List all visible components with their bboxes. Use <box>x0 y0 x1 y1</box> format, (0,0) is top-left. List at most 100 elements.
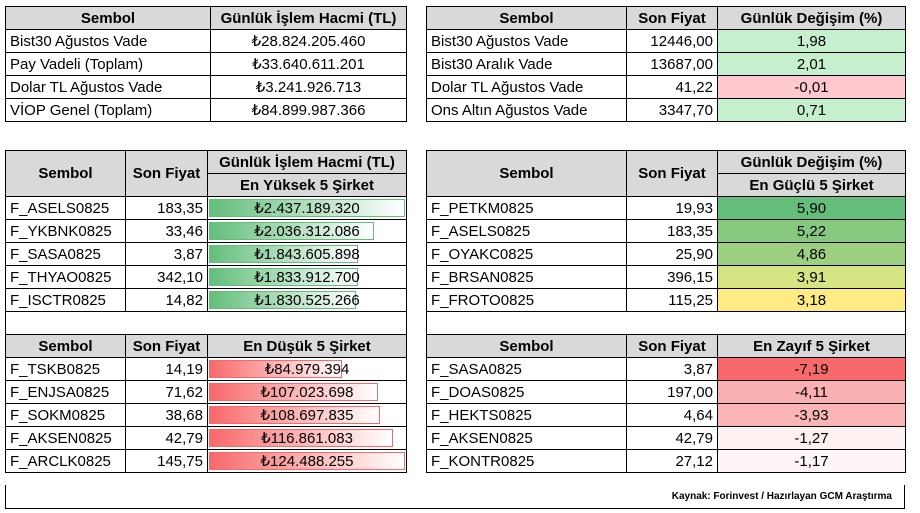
cell-symbol: Bist30 Ağustos Vade <box>426 29 627 53</box>
cell-change: 0,71 <box>717 98 906 122</box>
spacer-cell <box>5 311 407 335</box>
cell-volume-bar: ₺2.036.312.086 <box>207 219 407 243</box>
cell-price: 38,68 <box>125 403 208 427</box>
cell-change: -3,93 <box>717 403 906 427</box>
table-subheader: En Yüksek 5 Şirket <box>6 173 407 197</box>
data-bar <box>209 406 380 424</box>
data-bar <box>209 429 393 447</box>
cell-volume: ₺2.036.312.086 <box>254 223 360 240</box>
cell-price: 183,35 <box>125 196 208 220</box>
table-row: F_ISCTR0825 14,82 ₺1.830.525.266 <box>5 288 407 312</box>
header-bottom5: En Düşük 5 Şirket <box>207 334 407 358</box>
cell-change: -0,01 <box>717 75 906 99</box>
data-bar <box>209 245 358 263</box>
table-header: Sembol Son Fiyat En Zayıf 5 Şirket <box>426 334 906 358</box>
cell-volume-bar: ₺116.861.083 <box>207 426 407 450</box>
cell-symbol: Dolar TL Ağustos Vade <box>5 75 211 99</box>
cell-symbol: F_ASELS0825 <box>5 196 126 220</box>
cell-change: 5,22 <box>717 219 906 243</box>
table-row: Bist30 Ağustos Vade ₺28.824.205.460 <box>5 29 407 53</box>
table-row: Bist30 Aralık Vade 13687,00 2,01 <box>426 52 906 76</box>
cell-price: 197,00 <box>626 380 718 404</box>
header-symbol: Sembol <box>5 334 126 358</box>
header-volume: Günlük İşlem Hacmi (TL) <box>207 150 407 174</box>
cell-price: 27,12 <box>626 449 718 473</box>
header-symbol: Sembol <box>5 6 211 30</box>
table-row: F_AKSEN0825 42,79 -1,27 <box>426 426 906 450</box>
header-symbol: Sembol <box>426 6 627 30</box>
cell-symbol: F_DOAS0825 <box>426 380 627 404</box>
cell-symbol: F_HEKTS0825 <box>426 403 627 427</box>
cell-volume: ₺1.830.525.266 <box>254 292 360 309</box>
cell-price: 71,62 <box>125 380 208 404</box>
cell-price: 19,93 <box>626 196 718 220</box>
spacer-row <box>5 311 407 335</box>
cell-price: 14,82 <box>125 288 208 312</box>
cell-symbol: Pay Vadeli (Toplam) <box>5 52 211 76</box>
cell-volume-bar: ₺108.697.835 <box>207 403 407 427</box>
change-ranking-table: Sembol Son Fiyat Günlük Değişim (%) En G… <box>426 150 906 473</box>
table-row: F_AKSEN0825 42,79 ₺116.861.083 <box>5 426 407 450</box>
cell-change: -7,19 <box>717 357 906 381</box>
volume-ranking-table: Sembol Son Fiyat Günlük İşlem Hacmi (TL)… <box>5 150 407 473</box>
table-row: F_ASELS0825 183,35 5,22 <box>426 219 906 243</box>
cell-symbol: F_YKBNK0825 <box>5 219 126 243</box>
data-bar <box>209 383 378 401</box>
cell-volume-bar: ₺124.488.255 <box>207 449 407 473</box>
data-bar <box>209 452 405 470</box>
table-row: Pay Vadeli (Toplam) ₺33.640.611.201 <box>5 52 407 76</box>
cell-volume: ₺108.697.835 <box>260 407 354 424</box>
table-row: F_ASELS0825 183,35 ₺2.437.189.320 <box>5 196 407 220</box>
table-row: F_SASA0825 3,87 ₺1.843.605.898 <box>5 242 407 266</box>
header-price: Son Fiyat <box>626 6 718 30</box>
cell-volume: ₺124.488.255 <box>260 453 354 470</box>
header-symbol: Sembol <box>426 334 627 358</box>
header-bottom5: En Zayıf 5 Şirket <box>717 334 906 358</box>
cell-price: 342,10 <box>125 265 208 289</box>
table-row: VİOP Genel (Toplam) ₺84.899.987.366 <box>5 98 407 122</box>
cell-symbol: F_ASELS0825 <box>426 219 627 243</box>
cell-symbol: F_SASA0825 <box>5 242 126 266</box>
header-change: Günlük Değişim (%) <box>717 6 906 30</box>
cell-price: 25,90 <box>626 242 718 266</box>
data-bar <box>209 291 356 309</box>
cell-price: 145,75 <box>125 449 208 473</box>
cell-symbol: F_ENJSA0825 <box>5 380 126 404</box>
cell-price: 14,19 <box>125 357 208 381</box>
cell-symbol: F_THYAO0825 <box>5 265 126 289</box>
table-header: Sembol Son Fiyat Günlük Değişim (%) <box>426 150 906 197</box>
cell-change: -1,27 <box>717 426 906 450</box>
table-row: F_SOKM0825 38,68 ₺108.697.835 <box>5 403 407 427</box>
subheader-top5: En Yüksek 5 Şirket <box>207 173 407 197</box>
table-row: Dolar TL Ağustos Vade 41,22 -0,01 <box>426 75 906 99</box>
cell-volume: ₺1.843.605.898 <box>254 246 360 263</box>
header-price: Son Fiyat <box>626 150 718 197</box>
cell-symbol: F_OYAKC0825 <box>426 242 627 266</box>
table-row: F_ARCLK0825 145,75 ₺124.488.255 <box>5 449 407 473</box>
table-row: F_DOAS0825 197,00 -4,11 <box>426 380 906 404</box>
header-symbol: Sembol <box>5 150 126 197</box>
summary-volume-table: Sembol Günlük İşlem Hacmi (TL) Bist30 Ağ… <box>5 6 407 122</box>
cell-symbol: Ons Altın Ağustos Vade <box>426 98 627 122</box>
cell-change: -1,17 <box>717 449 906 473</box>
cell-symbol: F_KONTR0825 <box>426 449 627 473</box>
spacer-row <box>426 311 906 335</box>
data-bar <box>209 199 405 217</box>
header-change: Günlük Değişim (%) <box>717 150 906 174</box>
cell-volume: ₺1.833.912.700 <box>254 269 360 286</box>
cell-symbol: VİOP Genel (Toplam) <box>5 98 211 122</box>
table-header: Sembol Günlük İşlem Hacmi (TL) <box>5 6 407 30</box>
summary-change-table: Sembol Son Fiyat Günlük Değişim (%) Bist… <box>426 6 906 122</box>
cell-symbol: F_SOKM0825 <box>5 403 126 427</box>
table-header: Sembol Son Fiyat Günlük İşlem Hacmi (TL) <box>5 150 407 197</box>
table-row: F_THYAO0825 342,10 ₺1.833.912.700 <box>5 265 407 289</box>
header-volume: Günlük İşlem Hacmi (TL) <box>210 6 407 30</box>
cell-volume-bar: ₺1.833.912.700 <box>207 265 407 289</box>
cell-volume: ₺28.824.205.460 <box>210 29 407 53</box>
table-row: F_YKBNK0825 33,46 ₺2.036.312.086 <box>5 219 407 243</box>
cell-symbol: F_SASA0825 <box>426 357 627 381</box>
cell-symbol: Dolar TL Ağustos Vade <box>426 75 627 99</box>
table-subheader: En Güçlü 5 Şirket <box>427 173 906 197</box>
cell-price: 4,64 <box>626 403 718 427</box>
table-header: Sembol Son Fiyat En Düşük 5 Şirket <box>5 334 407 358</box>
